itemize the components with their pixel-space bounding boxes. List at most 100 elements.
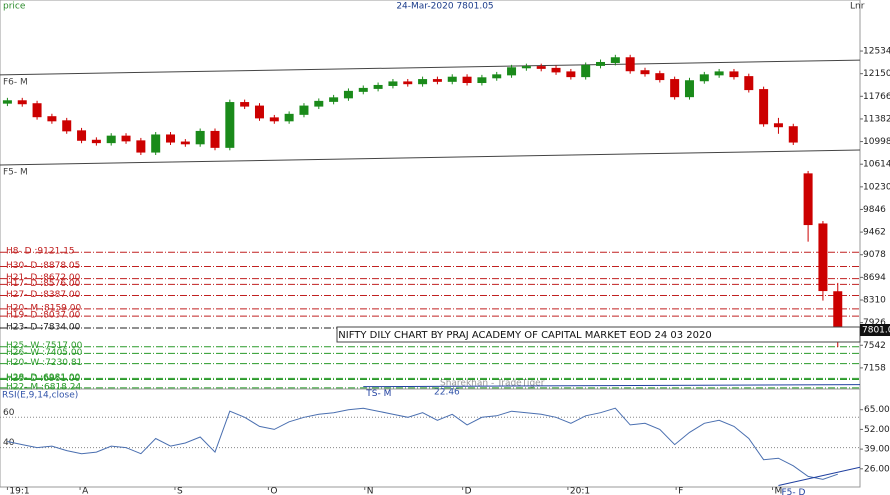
candle-body xyxy=(521,66,531,69)
candle-body xyxy=(729,71,739,78)
candle-body xyxy=(462,76,472,84)
x-tick-label: 20:1 xyxy=(570,487,590,495)
level-label: H22- M :6818.24 xyxy=(6,382,81,392)
trendline xyxy=(0,59,861,76)
candle-body xyxy=(684,80,694,98)
level-label: H27- D :8387.00 xyxy=(6,290,81,300)
rsi-line xyxy=(7,407,838,480)
y-tick-label: 65.00 xyxy=(864,405,890,415)
y-tick-label: 10998 xyxy=(863,137,890,147)
candle-body xyxy=(388,81,398,86)
trendline-label: F5- M xyxy=(3,168,28,178)
scale-label: Lnr xyxy=(850,2,865,12)
candle-body xyxy=(195,130,205,145)
y-tick-label: 39.00 xyxy=(864,445,890,455)
candle-body xyxy=(166,134,176,143)
y-tick-label: 9846 xyxy=(863,205,886,215)
watermark: Sharekhan - TradeTiger xyxy=(440,379,545,389)
level-label: H19- D :8037.00 xyxy=(6,311,81,321)
level-label: H23- D :7834.00 xyxy=(6,323,81,333)
y-tick-label: 8694 xyxy=(863,273,886,283)
candle-body xyxy=(358,87,368,92)
x-tick-label: A xyxy=(82,487,89,495)
trendline xyxy=(363,384,861,388)
y-tick-label: 12150 xyxy=(863,69,890,79)
candle-body xyxy=(759,89,769,125)
candle-body xyxy=(551,67,561,73)
y-tick-label: 26.00 xyxy=(864,464,890,474)
candle-body xyxy=(477,77,487,84)
candle-body xyxy=(210,130,220,148)
candle-body xyxy=(432,79,442,82)
candle-body xyxy=(566,71,576,78)
level-label: H26- W :7405.00 xyxy=(6,348,83,358)
candle-body xyxy=(670,79,680,98)
candle-body xyxy=(833,291,843,331)
candle-body xyxy=(803,173,813,226)
candle-body xyxy=(403,81,413,85)
candle-body xyxy=(121,135,131,142)
candle-body xyxy=(329,97,339,102)
ref-label: 60 xyxy=(3,408,15,418)
candle-body xyxy=(625,57,635,72)
chart-title: 24-Mar-2020 7801.05 xyxy=(396,2,493,12)
y-label: price xyxy=(3,2,26,12)
candle-body xyxy=(418,79,428,85)
y-tick-label: 9462 xyxy=(863,228,886,238)
y-tick-label: 7926 xyxy=(863,318,886,328)
last-price-label: 7801.0 xyxy=(862,326,890,336)
level-label: H29- D :6961.00 xyxy=(6,374,81,384)
candle-body xyxy=(299,105,309,115)
x-tick-label: N xyxy=(367,487,374,495)
candle-body xyxy=(284,113,294,122)
candle-body xyxy=(373,84,383,89)
candle-body xyxy=(788,126,798,143)
y-tick-label: 7542 xyxy=(863,341,886,351)
candle-body xyxy=(699,74,709,82)
rsi-trendline-label: F5- D xyxy=(781,488,805,495)
candle-body xyxy=(254,105,264,119)
candle-body xyxy=(136,140,146,153)
y-tick-label: 12534 xyxy=(863,47,890,57)
candle-body xyxy=(2,100,12,104)
trendline-label: TS- M xyxy=(365,389,391,399)
candle-body xyxy=(91,139,101,144)
x-tick-label: M xyxy=(775,487,783,495)
trendline xyxy=(0,149,861,166)
candle-body xyxy=(269,117,279,122)
candle-body xyxy=(773,123,783,128)
level-label: H20- M :8159.00 xyxy=(6,303,81,313)
candle-body xyxy=(240,102,250,107)
candle-body xyxy=(818,223,828,292)
y-tick-label: 10230 xyxy=(863,182,890,192)
y-tick-label: 11766 xyxy=(863,92,890,102)
candle-body xyxy=(47,116,57,122)
annotation: NIFTY DILY CHART BY PRAJ ACADEMY OF CAPI… xyxy=(338,330,711,341)
candle-body xyxy=(507,67,517,76)
candle-body xyxy=(106,135,116,144)
plot-frame xyxy=(0,0,861,488)
ref-label: 40 xyxy=(3,438,15,448)
candle-body xyxy=(151,134,161,153)
candle-body xyxy=(640,70,650,75)
x-tick-label: F xyxy=(678,487,683,495)
x-tick-label: S xyxy=(177,487,183,495)
x-tick-label: O xyxy=(270,487,277,495)
candle-body xyxy=(744,76,754,91)
level-label: H28- D :6981.00 xyxy=(6,373,81,383)
x-tick-label: D xyxy=(465,487,472,495)
level-label: H20- W :7230.81 xyxy=(6,358,82,368)
level-label: H17- D :8576.00 xyxy=(6,279,81,289)
candle-body xyxy=(536,66,546,69)
rsi-trendline xyxy=(778,466,861,486)
candle-body xyxy=(343,90,353,99)
y-tick-label: 9078 xyxy=(863,250,886,260)
candle-body xyxy=(447,76,457,82)
candle-body xyxy=(180,141,190,145)
candle-body xyxy=(492,74,502,79)
level-label: H25- W :7517.00 xyxy=(6,341,83,351)
level-label: H30- D :8878.05 xyxy=(6,261,80,271)
last-price-box xyxy=(860,324,890,337)
candle-body xyxy=(225,102,235,148)
level-label: H21- D :8672.00 xyxy=(6,273,81,283)
